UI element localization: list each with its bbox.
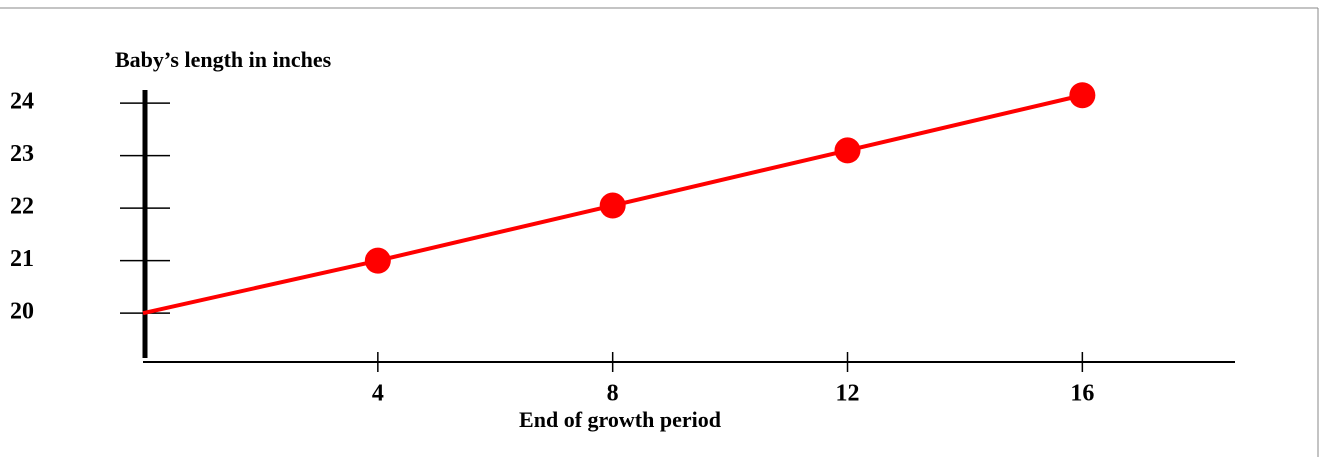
point	[834, 137, 861, 164]
y-tick-label: 21	[10, 246, 34, 272]
y-tick-label: 23	[10, 141, 34, 167]
x-tick-label: 16	[1070, 381, 1094, 407]
y-axis-title: Baby’s length in inches	[115, 47, 332, 72]
x-axis-title: End of growth period	[519, 407, 721, 432]
x-tick-label: 8	[607, 381, 619, 407]
x-tick-label: 12	[836, 381, 860, 407]
point	[599, 192, 626, 219]
point	[364, 247, 391, 274]
x-tick-label: 4	[372, 381, 384, 407]
point	[1069, 82, 1096, 109]
y-tick-label: 22	[10, 194, 34, 220]
y-tick-label: 20	[10, 299, 34, 325]
y-tick-label: 24	[10, 89, 34, 115]
